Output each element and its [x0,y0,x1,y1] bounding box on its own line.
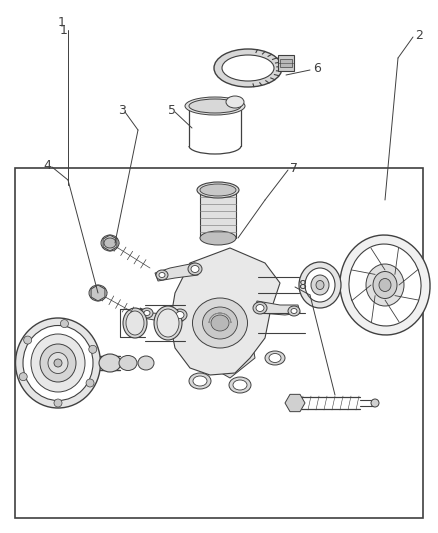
Ellipse shape [54,359,62,367]
Ellipse shape [157,309,179,337]
Polygon shape [103,235,117,251]
Polygon shape [155,263,200,281]
Polygon shape [91,285,105,301]
Ellipse shape [99,354,121,372]
Bar [200,190,236,238]
Ellipse shape [189,98,240,114]
Polygon shape [284,394,304,411]
Ellipse shape [187,263,201,275]
Ellipse shape [298,262,340,308]
Circle shape [60,320,68,328]
Ellipse shape [197,182,238,198]
Ellipse shape [290,309,297,313]
Text: 7: 7 [290,161,297,174]
Ellipse shape [192,298,247,348]
Ellipse shape [89,285,107,301]
Ellipse shape [265,351,284,365]
Text: 8: 8 [297,279,305,292]
Circle shape [19,373,27,381]
Ellipse shape [31,334,85,392]
Ellipse shape [372,271,396,298]
Polygon shape [254,301,299,315]
Ellipse shape [15,318,100,408]
Ellipse shape [48,352,68,374]
Ellipse shape [252,302,266,314]
Ellipse shape [222,55,273,81]
Circle shape [370,399,378,407]
Text: 1: 1 [60,23,68,36]
Ellipse shape [200,183,236,197]
Text: 1: 1 [58,15,66,28]
Ellipse shape [144,311,150,316]
Ellipse shape [226,96,244,108]
Ellipse shape [202,307,237,339]
Ellipse shape [304,268,334,302]
Ellipse shape [348,244,420,326]
Ellipse shape [193,376,207,386]
Polygon shape [170,248,279,375]
Ellipse shape [123,308,147,338]
Circle shape [88,345,96,353]
Ellipse shape [176,311,184,319]
Ellipse shape [211,315,229,331]
Ellipse shape [173,309,187,321]
Bar [15,168,422,518]
Ellipse shape [191,265,198,272]
Ellipse shape [365,264,403,306]
Circle shape [24,336,32,344]
Text: 2: 2 [414,28,422,42]
Polygon shape [194,328,254,378]
Ellipse shape [378,279,390,292]
Ellipse shape [255,304,263,311]
Ellipse shape [189,373,211,389]
Ellipse shape [200,184,236,196]
Bar [277,55,293,71]
Ellipse shape [104,238,116,248]
Text: 4: 4 [43,158,51,172]
Ellipse shape [23,326,93,400]
Ellipse shape [200,231,236,245]
Ellipse shape [138,356,154,370]
Ellipse shape [310,275,328,295]
Bar [279,59,291,67]
Polygon shape [140,308,184,321]
Ellipse shape [154,306,182,340]
Ellipse shape [268,353,280,362]
Ellipse shape [126,311,144,335]
Ellipse shape [184,97,244,115]
Ellipse shape [40,344,76,382]
Ellipse shape [339,235,429,335]
Text: 3: 3 [118,103,126,117]
Ellipse shape [119,356,137,370]
Ellipse shape [287,306,299,316]
Ellipse shape [315,280,323,289]
Ellipse shape [189,99,240,113]
Ellipse shape [229,377,251,393]
Text: 6: 6 [312,61,320,75]
Circle shape [54,399,62,407]
Ellipse shape [159,272,165,278]
Ellipse shape [213,49,281,87]
Ellipse shape [141,308,153,318]
Ellipse shape [155,270,168,280]
Text: 5: 5 [168,103,176,117]
Ellipse shape [101,235,119,251]
Ellipse shape [233,380,247,390]
Circle shape [86,379,94,387]
Ellipse shape [92,288,104,298]
